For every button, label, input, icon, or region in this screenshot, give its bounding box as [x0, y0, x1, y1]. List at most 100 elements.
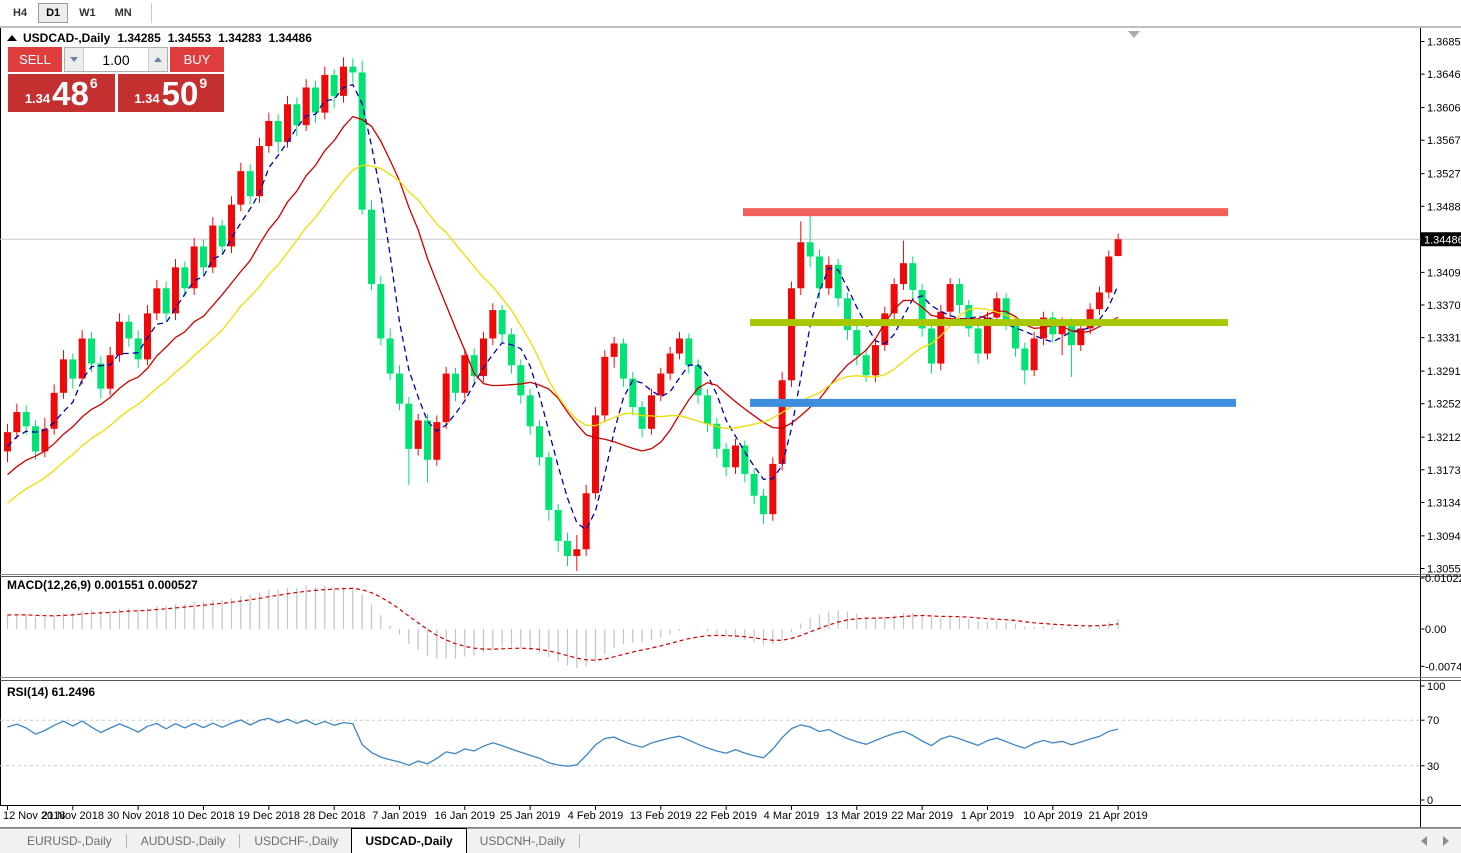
- svg-text:1.34880: 1.34880: [1427, 201, 1461, 213]
- svg-text:1.36060: 1.36060: [1427, 103, 1461, 115]
- chart-header: USDCAD-,Daily 1.34285 1.34553 1.34283 1.…: [7, 31, 312, 45]
- candlesticks: [4, 57, 1122, 572]
- chevron-up-icon: [154, 57, 162, 62]
- chart-tab-eurusd[interactable]: EURUSD-,Daily: [27, 834, 112, 848]
- support-band[interactable]: [750, 398, 1236, 407]
- macd-label: MACD(12,26,9) 0.001551 0.000527: [7, 578, 198, 592]
- slow-ma: [7, 164, 1119, 504]
- chart-tab-usdcnh[interactable]: USDCNH-,Daily: [479, 834, 566, 848]
- price-axis[interactable]: 1.36850 1.36460 1.36060 1.35670 1.35270 1.348…: [1420, 37, 1461, 576]
- svg-text:1.30550: 1.30550: [1427, 564, 1461, 576]
- svg-text:1.32120: 1.32120: [1427, 432, 1461, 444]
- chart-symbol-period: USDCAD-,Daily: [23, 31, 111, 45]
- tab-scroll-right-icon[interactable]: [1443, 836, 1449, 846]
- buy-price-prefix: 1.34: [134, 91, 160, 106]
- rsi-line: [7, 717, 1119, 767]
- svg-text:22 Feb 2019: 22 Feb 2019: [695, 810, 757, 822]
- svg-text:1.36850: 1.36850: [1427, 37, 1461, 49]
- svg-text:4 Feb 2019: 4 Feb 2019: [568, 810, 624, 822]
- svg-text:21 Nov 2018: 21 Nov 2018: [42, 810, 104, 822]
- toolbar-separator: [150, 3, 152, 23]
- svg-text:1.35670: 1.35670: [1427, 135, 1461, 147]
- volume-increase-button[interactable]: [148, 48, 167, 71]
- chart-tab-audusd[interactable]: AUDUSD-,Daily: [140, 834, 226, 848]
- svg-text:19 Dec 2018: 19 Dec 2018: [238, 810, 300, 822]
- ohlc-close: 1.34486: [268, 31, 312, 45]
- svg-text:0.00: 0.00: [1425, 624, 1446, 636]
- ohlc-high: 1.34553: [167, 31, 212, 45]
- resistance-band[interactable]: [743, 208, 1228, 217]
- buy-button[interactable]: BUY: [170, 47, 224, 72]
- sell-price-sup: 6: [89, 75, 98, 91]
- svg-text:7 Jan 2019: 7 Jan 2019: [372, 810, 426, 822]
- svg-text:1.32520: 1.32520: [1427, 399, 1461, 411]
- svg-text:30: 30: [1427, 761, 1439, 773]
- moving-average-lines: [7, 83, 1119, 531]
- volume-spinner: 1.00: [64, 47, 168, 72]
- sell-price-prefix: 1.34: [24, 91, 51, 106]
- svg-text:100: 100: [1427, 681, 1445, 693]
- chart-frame: [0, 27, 1461, 828]
- svg-text:16 Jan 2019: 16 Jan 2019: [435, 810, 496, 822]
- rsi-label: RSI(14) 61.2496: [7, 685, 95, 699]
- svg-text:1.33700: 1.33700: [1427, 300, 1461, 312]
- tab-scroll-left-icon[interactable]: [1421, 836, 1427, 846]
- svg-text:1.31730: 1.31730: [1427, 465, 1461, 477]
- svg-text:70: 70: [1427, 715, 1439, 727]
- svg-text:30 Nov 2018: 30 Nov 2018: [107, 810, 169, 822]
- svg-text:1.34090: 1.34090: [1427, 267, 1461, 279]
- ohlc-open: 1.34285: [117, 31, 161, 45]
- tab-scroll-arrows: [1421, 829, 1449, 853]
- buy-price-sup: 9: [199, 75, 208, 91]
- one-click-trading-panel: SELL 1.00 BUY 1.34 48 6 1.34 50 9: [8, 47, 224, 112]
- macd-axis[interactable]: 0.010229 0.00 -0.007477: [1420, 573, 1461, 673]
- svg-text:22 Mar 2019: 22 Mar 2019: [891, 810, 953, 822]
- ohlc-low: 1.34283: [218, 31, 262, 45]
- timeframe-toolbar: H4 D1 W1 MN: [0, 0, 1461, 27]
- rsi-axis[interactable]: 100 70 30 0: [1420, 681, 1446, 807]
- chart-tab-usdchf[interactable]: USDCHF-,Daily: [254, 834, 339, 848]
- svg-text:28 Dec 2018: 28 Dec 2018: [303, 810, 365, 822]
- timeframe-button-d1[interactable]: D1: [38, 3, 69, 23]
- svg-text:0.010229: 0.010229: [1425, 573, 1461, 585]
- fast-ma: [7, 83, 1119, 531]
- macd-panel: MACD(12,26,9) 0.001551 0.000527: [6, 578, 1119, 669]
- mid-ma: [7, 115, 1119, 476]
- mid-band[interactable]: [750, 319, 1228, 327]
- svg-text:12 Nov 2018: 12 Nov 2018: [3, 810, 65, 822]
- chart-shift-marker-icon[interactable]: [1128, 31, 1140, 38]
- tab-separator: [579, 834, 581, 848]
- svg-text:1.30940: 1.30940: [1427, 531, 1461, 543]
- svg-text:10 Apr 2019: 10 Apr 2019: [1023, 810, 1082, 822]
- sell-price-big: 48: [52, 75, 89, 112]
- svg-text:13 Mar 2019: 13 Mar 2019: [826, 810, 888, 822]
- svg-text:-0.007477: -0.007477: [1425, 661, 1461, 673]
- horizontal-level-lines[interactable]: [743, 208, 1236, 407]
- rsi-panel: RSI(14) 61.2496: [0, 685, 1421, 767]
- buy-price-display[interactable]: 1.34 50 9: [117, 74, 224, 112]
- sell-button[interactable]: SELL: [8, 47, 62, 72]
- svg-text:1.32910: 1.32910: [1427, 366, 1461, 378]
- svg-text:1.33310: 1.33310: [1427, 333, 1461, 345]
- buy-price-big: 50: [161, 75, 199, 112]
- svg-text:1.36460: 1.36460: [1427, 69, 1461, 81]
- tab-separator: [125, 834, 127, 848]
- volume-decrease-button[interactable]: [65, 48, 84, 71]
- one-click-collapse-icon[interactable]: [7, 35, 17, 41]
- svg-text:0: 0: [1427, 795, 1433, 807]
- svg-text:1 Apr 2019: 1 Apr 2019: [961, 810, 1014, 822]
- chevron-down-icon: [70, 57, 78, 62]
- chart-tab-bar: EURUSD-,Daily AUDUSD-,Daily USDCHF-,Daily U…: [0, 828, 1461, 853]
- timeframe-button-mn[interactable]: MN: [107, 3, 140, 23]
- timeframe-button-h4[interactable]: H4: [5, 3, 35, 23]
- svg-text:25 Jan 2019: 25 Jan 2019: [500, 810, 561, 822]
- timeframe-button-w1[interactable]: W1: [71, 3, 104, 23]
- sell-price-display[interactable]: 1.34 48 6: [8, 74, 115, 112]
- svg-text:1.31340: 1.31340: [1427, 497, 1461, 509]
- volume-input[interactable]: 1.00: [102, 51, 130, 68]
- svg-text:13 Feb 2019: 13 Feb 2019: [630, 810, 692, 822]
- chart-tab-usdcad[interactable]: USDCAD-,Daily: [351, 828, 467, 853]
